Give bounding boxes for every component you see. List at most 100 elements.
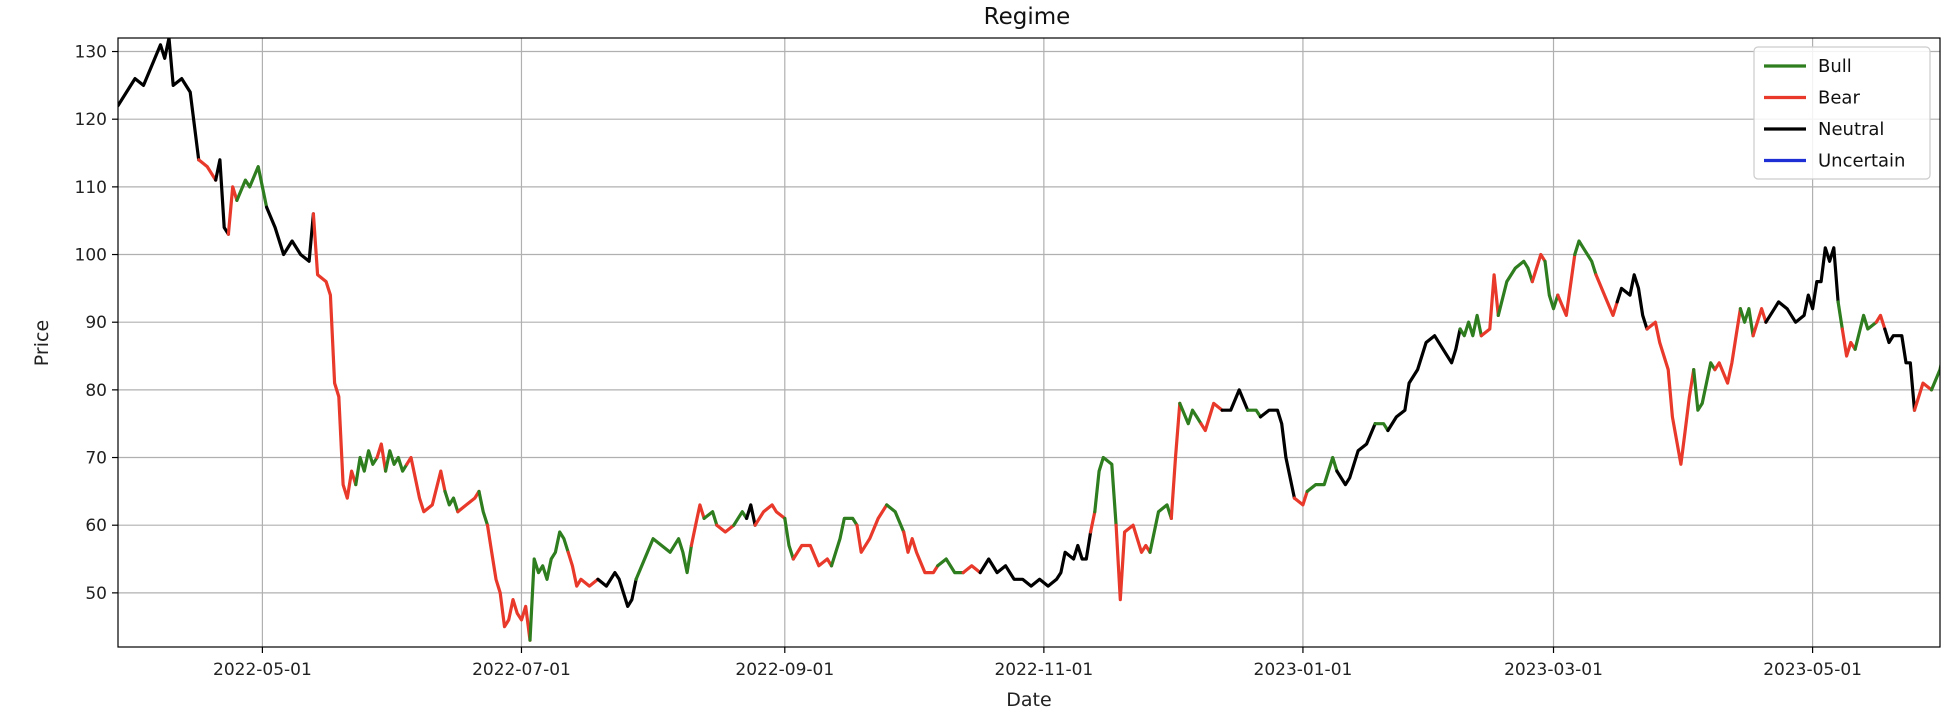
regime-segment-bull — [1738, 307, 1755, 338]
y-tick-label: 120 — [75, 110, 107, 130]
x-tick-label: 2023-05-01 — [1763, 660, 1862, 680]
regime-segment-bear — [1840, 327, 1857, 358]
regime-segment-bear — [855, 503, 889, 554]
legend-label-neutral: Neutral — [1818, 119, 1884, 140]
regime-segment-bear — [456, 489, 481, 514]
regime-segment-bull — [528, 530, 570, 642]
regime-segment-bear — [375, 442, 388, 473]
regime-segment-neutral — [596, 570, 638, 609]
regime-segment-bull — [443, 489, 460, 514]
regime-segment-bull — [1178, 401, 1203, 426]
y-tick-label: 60 — [85, 516, 107, 536]
legend-label-uncertain: Uncertain — [1818, 151, 1905, 172]
legend: Bull Bear Neutral Uncertain — [1753, 46, 1931, 180]
regime-segment-bear — [1088, 510, 1097, 534]
regime-segment-bull — [829, 516, 859, 568]
regime-segment-bull — [634, 537, 694, 581]
regime-segment-bear — [1530, 252, 1547, 284]
legend-box — [1753, 46, 1931, 180]
x-tick-label: 2022-11-01 — [994, 660, 1093, 680]
regime-segment-bull — [732, 510, 749, 527]
regime-segment-bull — [1853, 313, 1878, 351]
regime-segment-bull — [1458, 313, 1483, 338]
regime-segment-neutral — [1883, 327, 1917, 412]
regime-segment-bear — [1751, 307, 1768, 338]
regime-segment-neutral — [1386, 327, 1462, 433]
regime-segment-bull — [1148, 503, 1173, 554]
regime-segment-bull — [1543, 259, 1560, 311]
x-tick-label: 2023-03-01 — [1504, 660, 1603, 680]
x-tick-label: 2022-07-01 — [472, 660, 571, 680]
regime-segment-bear — [1713, 307, 1743, 385]
x-tick-label: 2023-01-01 — [1254, 660, 1353, 680]
regime-segment-bear — [1874, 313, 1887, 331]
regime-segment-bull — [1246, 408, 1263, 419]
regime-segment-neutral — [1258, 408, 1297, 500]
regime-segment-bear — [1479, 273, 1500, 338]
regime-segment-neutral — [744, 503, 757, 527]
regime-segment-bear — [226, 185, 239, 236]
plot-frame — [117, 37, 1941, 648]
regime-segment-neutral — [1615, 273, 1649, 331]
plot-area — [118, 38, 1940, 642]
y-tick-label: 100 — [75, 246, 107, 266]
chart-title: Regime — [984, 4, 1071, 30]
regime-segment-bear — [1292, 489, 1309, 507]
legend-label-bear: Bear — [1818, 88, 1860, 109]
y-axis-ticks: 50 60 70 80 90 100 110 120 130 — [75, 43, 118, 604]
regime-segment-bear — [1594, 273, 1619, 317]
y-tick-label: 90 — [85, 313, 107, 333]
y-tick-label: 130 — [75, 43, 107, 63]
x-axis-title: Date — [1006, 689, 1051, 711]
regime-segment-bull — [477, 489, 490, 527]
regime-segment-bull — [702, 510, 719, 527]
x-tick-label: 2022-09-01 — [735, 660, 834, 680]
y-tick-label: 70 — [85, 449, 107, 469]
regime-segment-bear — [791, 543, 834, 568]
regime-segment-neutral — [214, 158, 230, 236]
regime-segment-bull — [354, 449, 379, 487]
regime-segment-neutral — [118, 38, 201, 162]
regime-segment-bear — [405, 455, 447, 514]
regime-segment-bull — [1373, 422, 1390, 433]
regime-segment-bear — [197, 158, 218, 182]
y-tick-label: 80 — [85, 381, 107, 401]
regime-segment-bull — [936, 557, 965, 575]
y-tick-label: 50 — [85, 584, 107, 604]
regime-segment-bull — [235, 165, 269, 209]
regime-segment-neutral — [1764, 246, 1840, 324]
regime-segment-bear — [689, 503, 706, 548]
regime-segment-bear — [715, 523, 736, 534]
regime-segment-bull — [885, 503, 906, 534]
regime-segment-bull — [783, 516, 795, 561]
regime-segment-bull — [1692, 361, 1717, 412]
regime-segment-neutral — [265, 205, 315, 263]
regime-segment-neutral — [1335, 422, 1377, 487]
regime-segment-bear — [485, 523, 532, 642]
legend-label-bull: Bull — [1818, 56, 1852, 77]
regime-segment-bear — [1556, 252, 1577, 317]
regime-segment-bull — [1496, 259, 1534, 317]
regime-segment-neutral — [978, 530, 1093, 588]
x-tick-label: 2022-05-01 — [213, 660, 312, 680]
y-axis-title: Price — [31, 320, 53, 366]
regime-segment-bear — [961, 564, 982, 575]
y-tick-label: 110 — [75, 178, 107, 198]
regime-segment-bear — [566, 550, 600, 588]
regime-segment-bear — [753, 503, 787, 527]
regime-segment-bear — [1169, 401, 1182, 521]
regime-segment-bull — [1929, 361, 1940, 392]
regime-segment-bull — [1305, 455, 1339, 493]
regime-segment-bull — [1093, 455, 1118, 527]
regime-segment-bull — [1573, 239, 1598, 277]
regime-segment-bear — [311, 212, 358, 500]
x-axis-ticks: 2022-05-01 2022-07-01 2022-09-01 2022-11-01… — [213, 647, 1862, 680]
regime-segment-bear — [1199, 401, 1224, 433]
regime-segment-bear — [1912, 381, 1934, 412]
regime-segment-neutral — [1220, 388, 1250, 412]
regime-segment-bull — [1836, 300, 1844, 331]
regime-segment-bear — [902, 530, 940, 575]
grid-lines — [118, 38, 1940, 647]
regime-segment-bear — [1645, 320, 1696, 466]
